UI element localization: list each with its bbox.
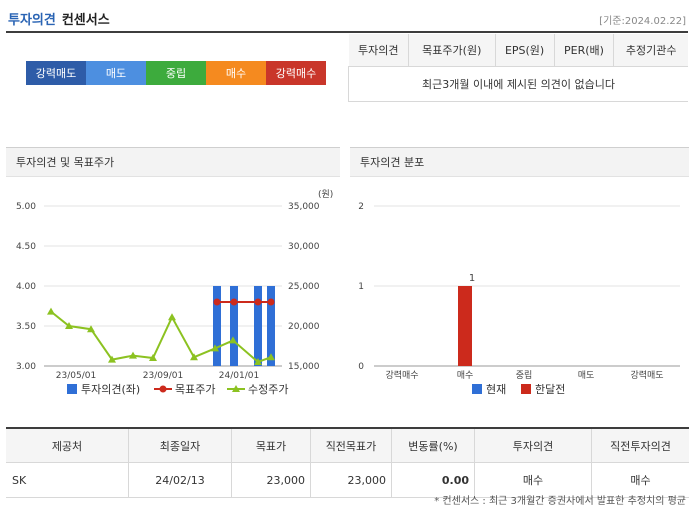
target-price-point — [213, 298, 221, 306]
detail-header: 목표가 — [231, 427, 311, 463]
adjusted-price-point — [168, 313, 176, 321]
y-left-tick-label: 3.50 — [16, 322, 36, 332]
opinion-distribution-chart: 2 1 0 강력매수 매수 중립 매도 강력매도 1 현재 한달전 — [358, 202, 680, 396]
adjusted-price-point — [108, 355, 116, 363]
no-opinion-message: 최근3개월 이내에 제시된 의견이 없습니다 — [348, 66, 688, 102]
legend-target-label: 목표주가 — [175, 383, 215, 396]
cell-prev-target: 23,000 — [310, 462, 392, 498]
detail-header: 직전투자의견 — [591, 427, 689, 463]
x-tick-label: 24/01/01 — [219, 371, 259, 381]
target-price-point — [230, 298, 238, 306]
category-label: 강력매수 — [385, 369, 418, 381]
y-left-tick-label: 3.00 — [16, 362, 36, 372]
opinion-target-panel: 투자의견 및 목표주가 5.00 4.50 4.00 3.50 3.00 35,000 30… — [6, 147, 340, 405]
opinion-target-chart: 5.00 4.50 4.00 3.50 3.00 35,000 30,000 25,000 20… — [16, 189, 333, 396]
title-sub: 컨센서스 — [61, 13, 110, 28]
cell-opinion: 매수 — [474, 462, 592, 498]
target-price-point — [267, 298, 275, 306]
y-right-tick-label: 35,000 — [288, 202, 320, 212]
cell-prev-opinion: 매수 — [591, 462, 689, 498]
category-label: 중립 — [516, 370, 533, 381]
title-main: 투자의견 — [8, 13, 56, 28]
cell-date: 24/02/13 — [128, 462, 232, 498]
category-label: 강력매도 — [630, 369, 663, 381]
y-tick-label: 2 — [358, 202, 364, 212]
bar-data-label: 1 — [469, 273, 475, 284]
y-right-tick-label: 20,000 — [288, 322, 320, 332]
summary-header: 추정기관수 — [613, 34, 688, 67]
opinion-bar — [213, 286, 221, 366]
x-tick-label: 23/09/01 — [143, 371, 183, 381]
detail-header: 직전목표가 — [310, 427, 392, 463]
legend-price-label: 수정주가 — [248, 383, 288, 396]
summary-header: EPS(원) — [494, 34, 555, 67]
y-right-tick-label: 25,000 — [288, 282, 320, 292]
opinion-bar — [267, 286, 275, 366]
header-divider — [6, 31, 688, 33]
opinion-bar — [230, 286, 238, 366]
detail-header: 제공처 — [6, 427, 129, 463]
adjusted-price-point — [87, 325, 95, 333]
legend-prev-label: 한달전 — [535, 383, 565, 396]
adjusted-price-point — [190, 353, 198, 361]
page-title: 투자의견 컨센서스 — [8, 9, 110, 28]
rating-scale: 강력매도 매도 중립 매수 강력매수 — [26, 61, 326, 85]
adjusted-price-point — [129, 351, 137, 359]
y-tick-label: 1 — [358, 282, 364, 292]
footnote: * 컨센서스 : 최근 3개월간 증권사에서 발표한 추정치의 평균 — [434, 496, 686, 507]
opinion-target-panel-title: 투자의견 및 목표주가 — [6, 147, 340, 177]
summary-header: PER(배) — [553, 34, 615, 67]
legend-current-label: 현재 — [486, 383, 506, 396]
rating-neutral: 중립 — [146, 61, 206, 85]
adjusted-price-line — [50, 310, 272, 364]
y-left-tick-label: 5.00 — [16, 202, 36, 212]
legend-current-swatch — [472, 384, 482, 394]
legend-target-marker — [159, 385, 167, 393]
legend-prev-swatch — [521, 384, 531, 394]
target-price-point — [254, 298, 262, 306]
adjusted-price-point — [47, 307, 55, 315]
y-left-tick-label: 4.00 — [16, 282, 36, 292]
adjusted-price-point — [229, 336, 237, 344]
x-tick-label: 23/05/01 — [56, 371, 96, 381]
cell-provider: SK — [6, 462, 129, 498]
opinion-bar — [254, 286, 262, 366]
category-label: 매도 — [578, 370, 595, 381]
adjusted-price-point — [267, 353, 275, 361]
detail-header: 투자의견 — [474, 427, 592, 463]
opinion-distribution-panel-title: 투자의견 분포 — [350, 147, 689, 177]
y-tick-label: 0 — [358, 362, 364, 372]
cell-target: 23,000 — [231, 462, 311, 498]
rating-strong-sell: 강력매도 — [26, 61, 86, 85]
category-label: 매수 — [457, 370, 474, 381]
rating-strong-buy: 강력매수 — [266, 61, 326, 85]
detail-header: 최종일자 — [128, 427, 232, 463]
rating-sell: 매도 — [86, 61, 146, 85]
adjusted-price-point — [65, 322, 73, 329]
consensus-summary-table: 투자의견 목표주가(원) EPS(원) PER(배) 추정기관수 최근3개월 이… — [348, 34, 688, 102]
provider-detail-table: 제공처 최종일자 목표가 직전목표가 변동률(%) 투자의견 직전투자의견 SK… — [6, 427, 689, 498]
rating-buy: 매수 — [206, 61, 266, 85]
y-right-tick-label: 15,000 — [288, 362, 320, 372]
y-right-unit-label: (원) — [318, 189, 333, 200]
legend-price-marker — [232, 385, 240, 392]
summary-header: 목표주가(원) — [407, 34, 496, 67]
legend-opinion-swatch — [67, 384, 77, 394]
y-right-tick-label: 30,000 — [288, 242, 320, 252]
adjusted-price-point — [254, 358, 262, 365]
reference-date: [기준:2024.02.22] — [599, 16, 686, 27]
summary-header: 투자의견 — [348, 34, 409, 67]
prev-month-bar — [458, 286, 472, 366]
adjusted-price-point — [211, 344, 219, 352]
detail-header: 변동률(%) — [391, 427, 475, 463]
y-left-tick-label: 4.50 — [16, 242, 36, 252]
cell-change: 0.00 — [391, 462, 475, 498]
opinion-distribution-panel: 투자의견 분포 2 1 0 강력매수 매수 중립 매도 강력매도 1 현재 한달전 — [350, 147, 689, 405]
table-row: SK 24/02/13 23,000 23,000 0.00 매수 매수 — [6, 462, 689, 498]
legend-opinion-label: 투자의견(좌) — [81, 383, 140, 396]
adjusted-price-point — [149, 354, 157, 361]
